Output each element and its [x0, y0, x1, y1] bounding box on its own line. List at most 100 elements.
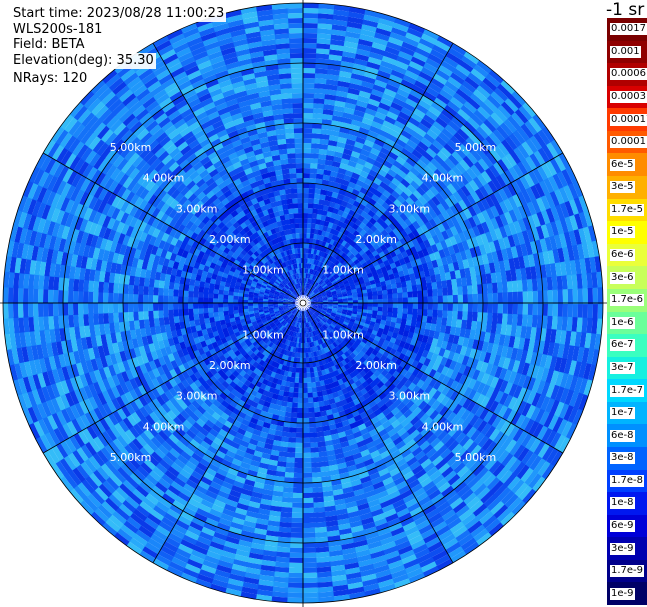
heatmap-cell: [223, 420, 233, 429]
heatmap-cell: [297, 253, 301, 259]
heatmap-cell: [313, 198, 320, 205]
heatmap-cell: [389, 278, 396, 285]
heatmap-cell: [270, 343, 276, 350]
heatmap-cell: [320, 189, 328, 196]
heatmap-cell: [123, 292, 129, 303]
heatmap-cell: [233, 178, 243, 187]
heatmap-cell: [405, 439, 417, 450]
heatmap-cell: [368, 152, 379, 161]
heatmap-cell: [353, 236, 361, 244]
heatmap-cell: [299, 357, 303, 363]
heatmap-cell: [303, 208, 309, 214]
heatmap-cell: [185, 415, 196, 426]
heatmap-cell: [311, 307, 317, 310]
heatmap-cell: [399, 405, 410, 415]
heatmap-cell: [254, 335, 261, 341]
heatmap-cell: [288, 304, 294, 307]
heatmap-cell: [198, 229, 207, 238]
heatmap-cell: [366, 156, 377, 166]
heatmap-cell: [419, 155, 431, 167]
heatmap-cell: [334, 236, 341, 243]
heatmap-cell: [300, 293, 303, 299]
heatmap-cell: [286, 334, 291, 341]
heatmap-cell: [324, 323, 330, 328]
heatmap-cell: [250, 138, 261, 147]
heatmap-cell: [367, 292, 373, 297]
heatmap-cell: [225, 449, 236, 459]
heatmap-cell: [329, 269, 335, 275]
heatmap-cell: [291, 228, 296, 234]
heatmap-cell: [346, 250, 353, 258]
heatmap-cell: [293, 304, 299, 308]
heatmap-cell: [319, 313, 325, 317]
heatmap-cell: [303, 283, 306, 289]
heatmap-cell: [210, 137, 222, 148]
heatmap-cell: [115, 383, 125, 397]
heatmap-cell: [234, 165, 245, 174]
heatmap-cell: [286, 323, 291, 329]
heatmap-cell: [493, 261, 501, 274]
heatmap-cell: [353, 267, 360, 274]
heatmap-cell: [361, 117, 374, 126]
heatmap-cell: [311, 218, 317, 225]
heatmap-cell: [366, 313, 373, 318]
heatmap-cell: [284, 260, 289, 267]
heatmap-cell: [409, 135, 422, 146]
heatmap-cell: [293, 472, 303, 478]
heatmap-cell: [332, 299, 338, 302]
heatmap-cell: [245, 426, 255, 434]
heatmap-cell: [317, 304, 323, 307]
heatmap-cell: [280, 257, 285, 263]
heatmap-cell: [262, 177, 272, 185]
heatmap-cell: [146, 334, 154, 345]
heatmap-cell: [231, 139, 243, 148]
heatmap-cell: [248, 264, 255, 271]
heatmap-cell: [269, 279, 275, 284]
heatmap-cell: [328, 283, 334, 289]
heatmap-cell: [346, 355, 354, 362]
heatmap-cell: [289, 287, 294, 292]
heatmap-cell: [398, 340, 406, 349]
heatmap-cell: [186, 179, 197, 190]
heatmap-cell: [202, 436, 214, 446]
heatmap-cell: [174, 254, 182, 263]
heatmap-cell: [306, 283, 310, 289]
heatmap-cell: [193, 248, 201, 257]
heatmap-cell: [280, 348, 286, 355]
heatmap-cell: [271, 185, 280, 192]
heatmap-cell: [247, 128, 259, 137]
heatmap-cell: [305, 312, 307, 318]
heatmap-cell: [294, 263, 298, 269]
heatmap-cell: [407, 297, 414, 304]
heatmap-cell: [223, 407, 233, 417]
heatmap-cell: [310, 326, 314, 332]
heatmap-cell: [363, 255, 371, 263]
heatmap-cell: [303, 307, 306, 313]
heatmap-cell: [322, 324, 328, 330]
heatmap-cell: [273, 255, 279, 262]
heatmap-cell: [260, 452, 271, 460]
heatmap-cell: [248, 176, 257, 185]
heatmap-cell: [143, 318, 150, 329]
heatmap-cell: [403, 452, 415, 463]
heatmap-cell: [466, 238, 475, 250]
heatmap-cell: [317, 370, 323, 377]
heatmap-cell: [283, 229, 289, 236]
heatmap-cell: [232, 161, 243, 170]
heatmap-cell: [316, 173, 324, 180]
heatmap-cell: [502, 292, 509, 304]
heatmap-cell: [490, 272, 498, 284]
heatmap-cell: [340, 313, 347, 318]
heatmap-cell: [261, 146, 272, 154]
heatmap-cell: [243, 246, 251, 253]
heatmap-cell: [249, 285, 256, 291]
heatmap-cell: [264, 214, 272, 221]
heatmap-cell: [292, 238, 297, 244]
heatmap-cell: [343, 280, 349, 285]
heatmap-cell: [148, 342, 156, 353]
heatmap-cell: [305, 243, 310, 249]
heatmap-cell: [254, 174, 264, 182]
heatmap-cell: [419, 205, 429, 216]
heatmap-cell: [417, 400, 428, 411]
heatmap-cell: [248, 405, 257, 413]
